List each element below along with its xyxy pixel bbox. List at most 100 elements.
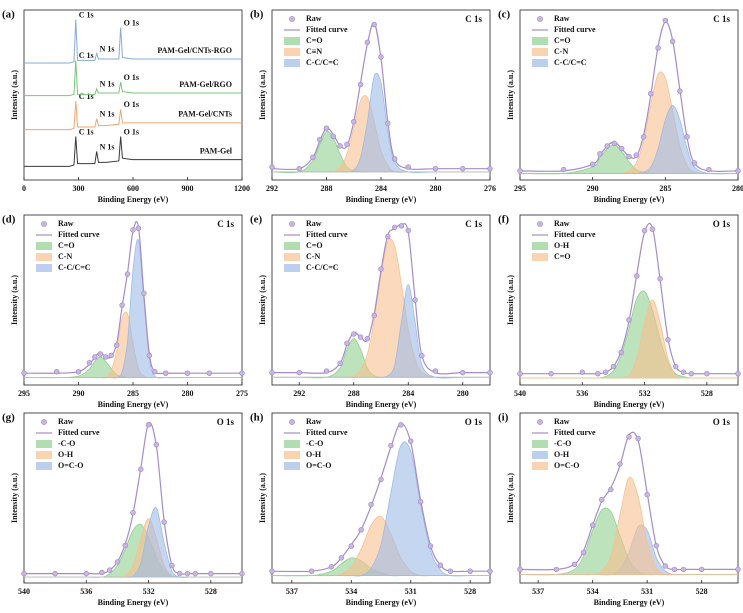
legend-label: C≡N <box>306 47 322 56</box>
legend-label: O-H <box>554 241 570 250</box>
legend-marker <box>36 242 52 250</box>
x-axis-label: Binding Energy (eV) <box>346 598 417 607</box>
raw-point <box>328 564 335 570</box>
raw-point <box>21 570 27 577</box>
legend-label: Fitted curve <box>306 428 348 437</box>
raw-point <box>351 331 357 337</box>
raw-point <box>649 226 656 232</box>
legend-marker <box>36 253 52 261</box>
y-axis-label: Intensity (a.u.) <box>10 70 19 120</box>
legend-label: C-C/C=C <box>58 263 91 272</box>
raw-point <box>688 370 694 377</box>
raw-point <box>617 461 623 467</box>
legend-marker <box>532 48 548 56</box>
raw-point <box>460 369 466 376</box>
plot-frame <box>23 412 243 584</box>
x-tick-label: 534 <box>345 587 357 596</box>
legend-label: C-C/C=C <box>306 263 339 272</box>
panel-label: (b) <box>250 9 264 21</box>
panel: (d) Intensity (a.u.) Binding Energy (eV) 29… <box>2 214 248 409</box>
raw-point <box>108 352 114 359</box>
raw-point <box>152 368 158 375</box>
raw-point <box>53 368 60 375</box>
raw-point <box>655 45 661 51</box>
raw-point <box>571 561 578 567</box>
legend-label: Raw <box>554 14 570 23</box>
raw-point <box>657 276 663 282</box>
legend-marker <box>284 451 300 459</box>
x-tick-label: 1200 <box>234 184 250 193</box>
raw-point <box>611 140 618 147</box>
x-tick-label: 528 <box>696 587 708 596</box>
raw-point <box>735 370 741 377</box>
raw-point <box>368 501 374 508</box>
raw-point <box>680 566 687 573</box>
x-axis-label: Binding Energy (eV) <box>594 400 665 409</box>
raw-point <box>641 227 648 234</box>
raw-point <box>385 120 391 127</box>
legend-marker <box>537 16 543 22</box>
raw-point <box>684 134 690 140</box>
legend-marker <box>537 221 543 227</box>
panel-title: O 1s <box>217 417 235 427</box>
legend-label: C=O <box>554 252 571 261</box>
component-area <box>24 507 242 578</box>
panel-title: O 1s <box>713 219 731 229</box>
raw-point <box>706 166 712 173</box>
peak-label: C 1s <box>79 92 94 101</box>
component-area <box>520 105 739 175</box>
component-area <box>272 238 490 379</box>
panel: (b) Intensity (a.u.) Binding Energy (eV) 29… <box>250 9 496 204</box>
raw-point <box>163 370 169 376</box>
legend-marker <box>284 59 300 67</box>
raw-point <box>371 312 377 319</box>
legend-marker <box>41 419 47 425</box>
component-area <box>271 72 490 174</box>
raw-point <box>119 302 125 308</box>
raw-point <box>269 369 275 376</box>
raw-point <box>145 422 152 428</box>
component-area <box>272 284 490 379</box>
peak-label: O 1s <box>124 127 139 136</box>
legend-label: Fitted curve <box>306 25 348 34</box>
panel: (a) Intensity (a.u.) Binding Energy (eV) 0 3… <box>2 9 250 204</box>
x-tick-label: 290 <box>73 389 85 398</box>
legend-label: -C-O <box>554 439 571 448</box>
legend-label: C=O <box>58 241 75 250</box>
legend-label: Fitted curve <box>554 230 596 239</box>
x-tick-label: 600 <box>127 184 139 193</box>
raw-point <box>338 555 345 561</box>
raw-point <box>487 165 493 172</box>
raw-point <box>626 434 632 440</box>
raw-point <box>405 164 411 170</box>
raw-point <box>633 152 639 158</box>
raw-point <box>177 570 183 577</box>
raw-point <box>665 336 671 343</box>
x-tick-label: 537 <box>286 587 298 596</box>
legend-label: C-C/C=C <box>306 58 339 67</box>
raw-point <box>673 363 679 370</box>
raw-point <box>206 370 213 376</box>
raw-point <box>296 165 302 172</box>
raw-point <box>595 370 601 377</box>
raw-point <box>153 441 160 448</box>
raw-point <box>487 568 493 574</box>
legend-marker <box>284 264 300 272</box>
x-axis-label: Binding Energy (eV) <box>594 195 665 204</box>
x-tick-label: 284 <box>402 389 414 398</box>
x-tick-label: 280 <box>182 389 194 398</box>
raw-point <box>412 297 418 303</box>
panel-title: O 1s <box>465 417 483 427</box>
panel-label: (a) <box>2 9 15 21</box>
legend-label: C-N <box>306 252 320 261</box>
raw-point <box>351 119 357 125</box>
legend-marker <box>537 419 543 425</box>
panel: (f) Intensity (a.u.) Binding Energy (eV) 54… <box>498 214 741 409</box>
raw-point <box>364 335 371 342</box>
raw-point <box>662 563 669 569</box>
raw-point <box>323 368 330 374</box>
raw-point <box>669 38 676 45</box>
peak-label: N 1s <box>100 80 115 89</box>
raw-point <box>21 370 27 376</box>
